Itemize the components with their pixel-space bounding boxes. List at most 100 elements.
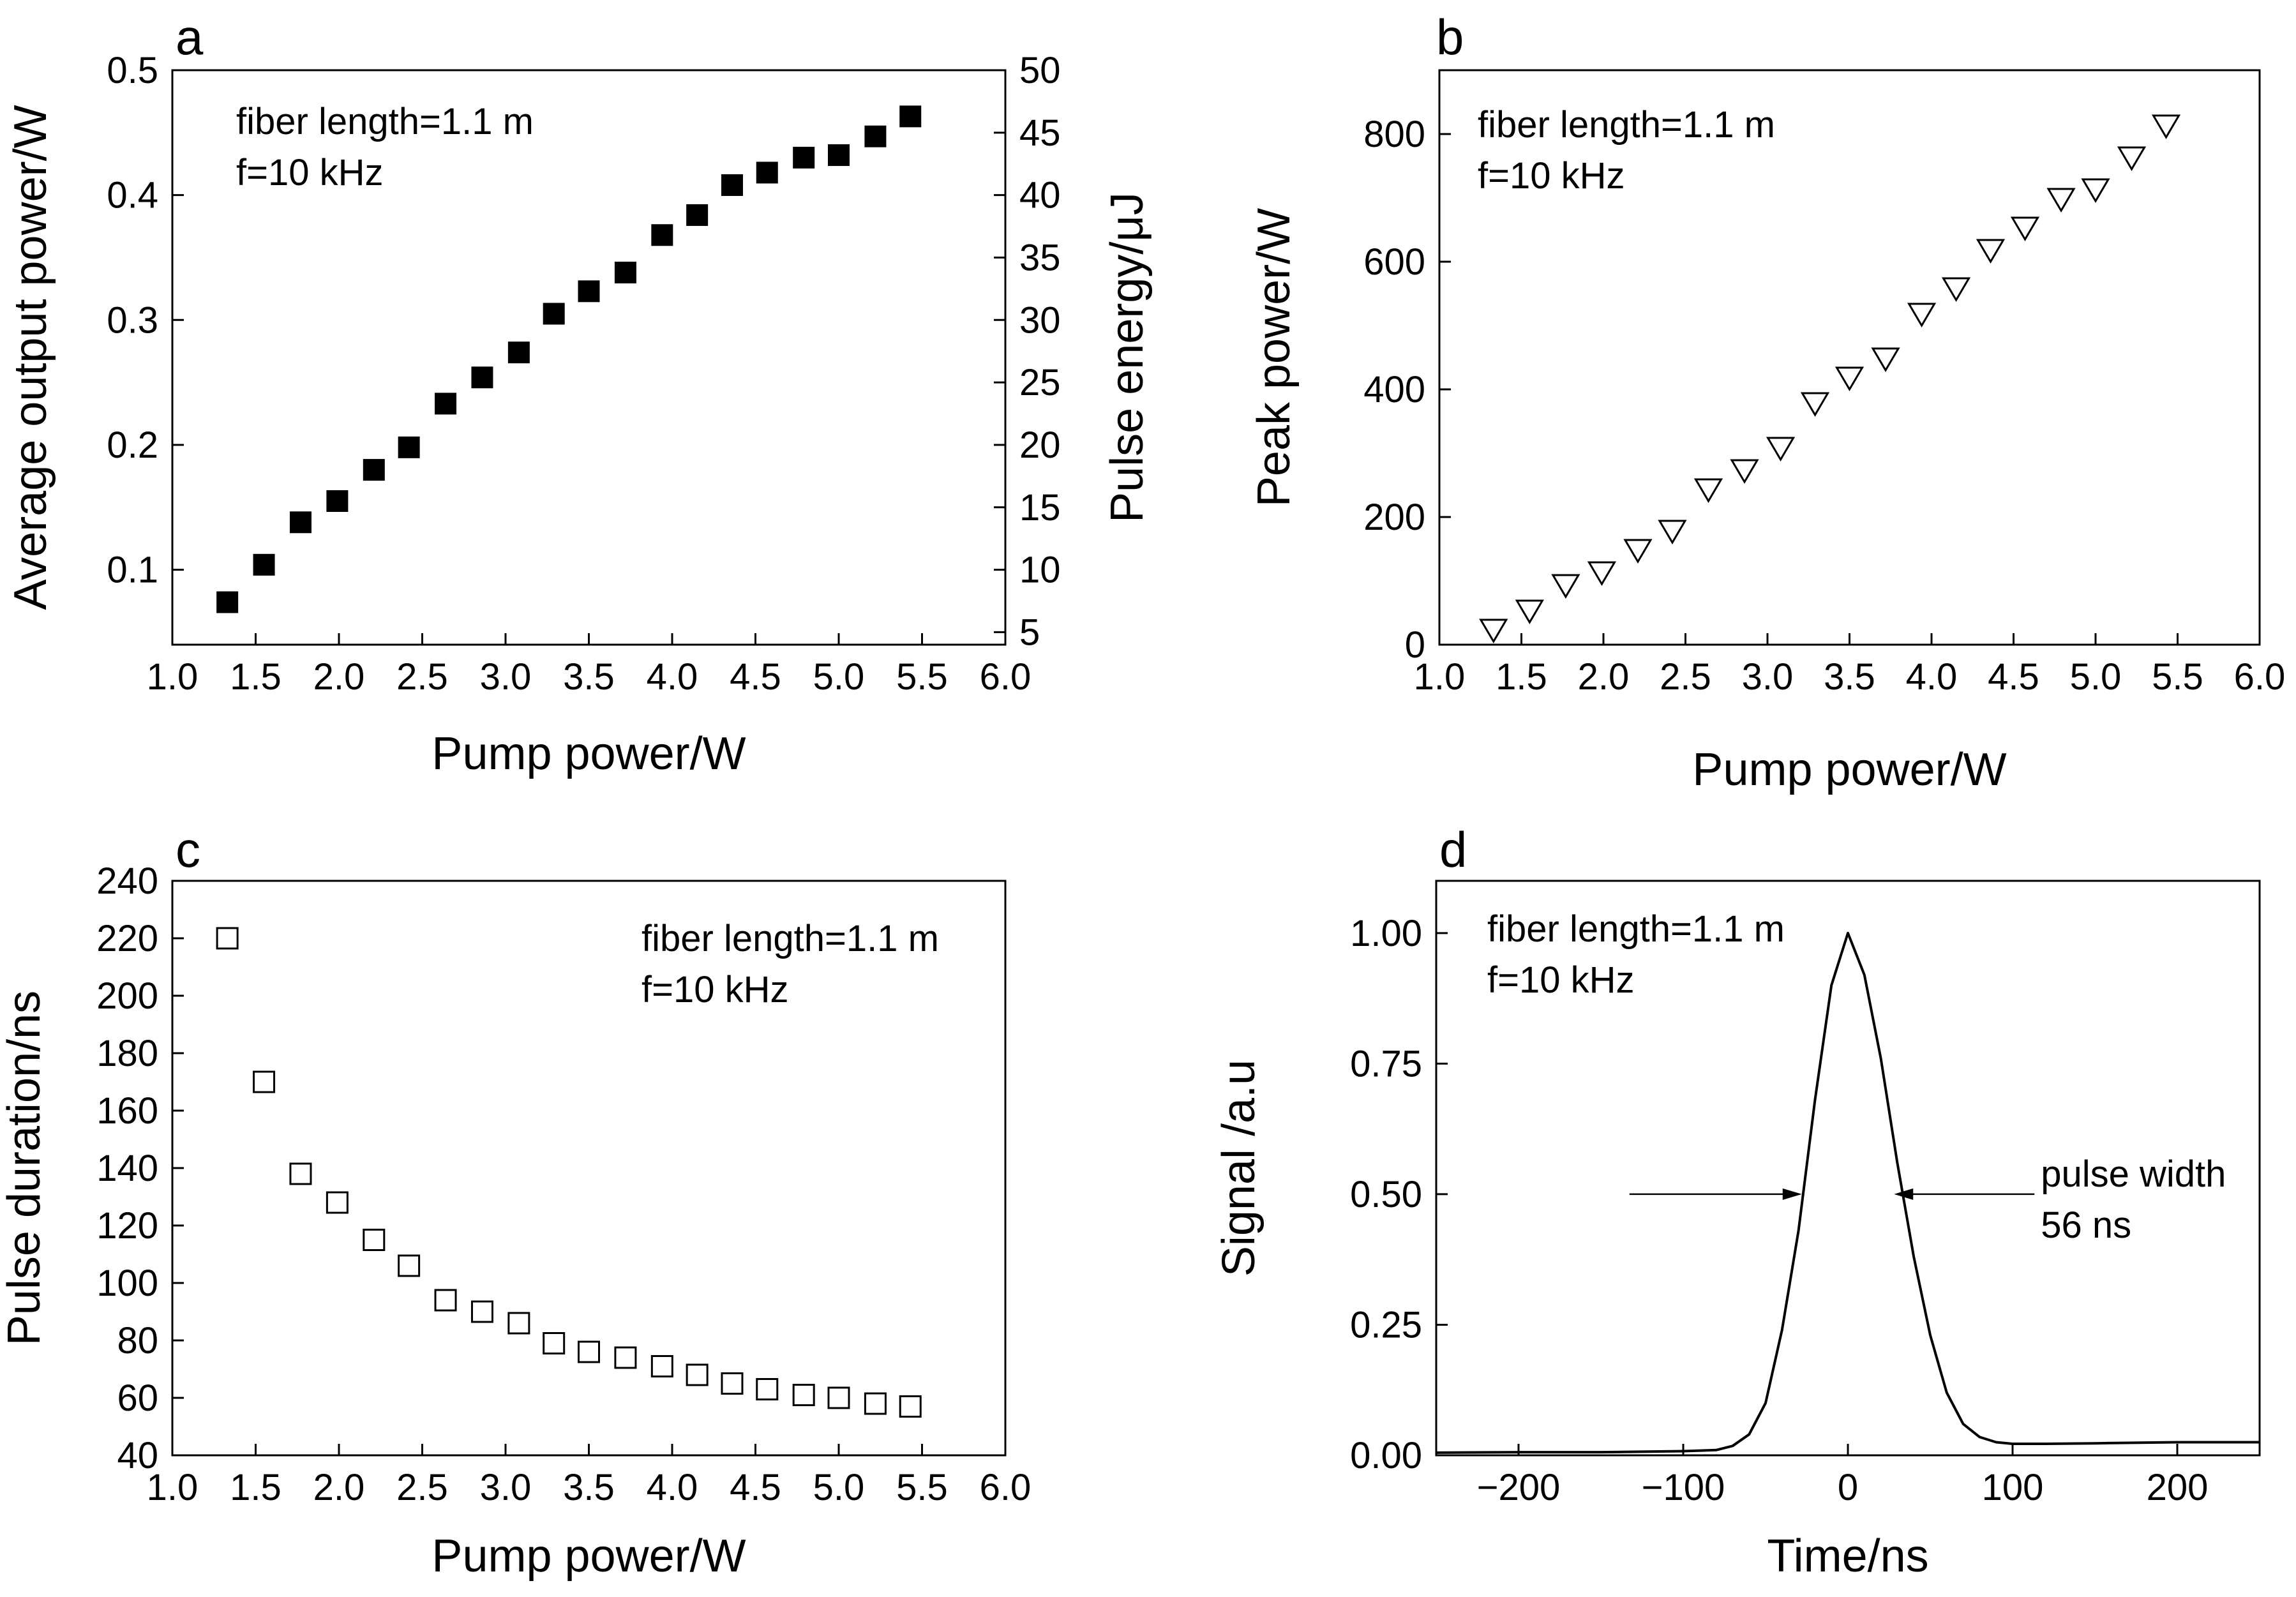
annotation-fiber-length: fiber length=1.1 m — [1487, 908, 1785, 950]
x-tick-label: 1.0 — [147, 656, 199, 698]
y-axis-label: Signal /a.u — [1213, 1060, 1264, 1277]
data-point — [1479, 619, 1508, 643]
data-point — [363, 1229, 386, 1251]
data-point — [721, 174, 743, 196]
data-point — [1693, 478, 1723, 503]
annotation-frequency: f=10 kHz — [1487, 959, 1635, 1001]
annotation-pulse-width: pulse width — [2041, 1153, 2226, 1195]
data-point — [289, 511, 311, 534]
y-tick-label: 0 — [1405, 624, 1425, 666]
x-tick-label: 4.0 — [1906, 656, 1958, 698]
y2-tick-label: 50 — [1019, 50, 1061, 91]
y-tick-label: 80 — [117, 1320, 158, 1361]
x-tick-label: 6.0 — [980, 656, 1032, 698]
y-axis-label: Pulse duration/ns — [0, 991, 50, 1346]
x-tick-label: 1.5 — [230, 656, 281, 698]
data-point — [470, 1300, 493, 1323]
data-point — [253, 553, 275, 576]
y-tick-label: 220 — [96, 918, 158, 959]
x-axis-label: Pump power/W — [1692, 744, 2006, 795]
data-point — [2117, 146, 2147, 171]
data-point — [864, 1392, 887, 1415]
x-tick-label: 4.5 — [730, 1467, 781, 1508]
panel-label: a — [176, 9, 204, 65]
data-point — [899, 1395, 922, 1418]
data-point — [398, 436, 420, 458]
y-tick-label: 100 — [96, 1263, 158, 1304]
y-tick-label: 180 — [96, 1033, 158, 1074]
x-tick-label: 5.0 — [2070, 656, 2122, 698]
data-point — [2010, 216, 2040, 241]
y-tick-label: 240 — [96, 860, 158, 902]
x-tick-label: 200 — [2147, 1467, 2209, 1508]
data-point — [1871, 347, 1900, 372]
x-tick-label: 4.0 — [647, 1467, 698, 1508]
x-tick-label: 1.5 — [1496, 656, 1547, 698]
data-point — [326, 1191, 349, 1214]
y-tick-label: 200 — [96, 975, 158, 1017]
annotation-frequency: f=10 kHz — [236, 152, 384, 193]
data-point — [756, 161, 778, 184]
data-point — [507, 341, 530, 364]
data-point — [721, 1372, 744, 1395]
y-tick-label: 40 — [117, 1435, 158, 1476]
annotation-pulse-width-value: 56 ns — [2041, 1204, 2131, 1246]
data-point — [578, 1340, 600, 1363]
plot-frame — [171, 880, 1007, 1457]
annotation-frequency: f=10 kHz — [1478, 155, 1625, 197]
x-tick-label: 3.5 — [1824, 656, 1875, 698]
y-tick-label: 60 — [117, 1377, 158, 1419]
x-tick-label: 5.5 — [896, 656, 948, 698]
x-tick-label: 5.0 — [813, 656, 865, 698]
x-tick-label: 2.5 — [1660, 656, 1711, 698]
data-point — [2151, 114, 2181, 139]
panel-c: c 1.0 1.5 2.0 2.5 3.0 3.5 4.0 4.5 5.0 5.5 6.0 40 60 80… — [0, 821, 1031, 1582]
data-point — [614, 261, 636, 283]
x-axis-label: Pump power/W — [431, 1531, 746, 1582]
y-axis-label: Average output power/W — [5, 105, 56, 610]
x-tick-label: 4.5 — [1988, 656, 2039, 698]
y2-tick-label: 35 — [1019, 237, 1061, 278]
y-tick-label: 120 — [96, 1205, 158, 1247]
data-point — [216, 591, 239, 613]
y-tick-label: 0.3 — [107, 299, 158, 341]
data-point — [1587, 561, 1617, 586]
y-tick-label: 400 — [1363, 369, 1425, 410]
x-tick-label: 3.5 — [563, 1467, 615, 1508]
x-tick-label: 5.5 — [896, 1467, 948, 1508]
y-tick-label: 200 — [1363, 497, 1425, 538]
y-tick-label: 0.5 — [107, 50, 158, 91]
data-point — [792, 1384, 815, 1406]
x-tick-label: 4.5 — [730, 656, 781, 698]
x-tick-label: 2.0 — [313, 656, 365, 698]
data-point — [1623, 539, 1653, 564]
x-tick-label: 3.0 — [480, 656, 532, 698]
data-point — [1835, 366, 1865, 391]
y-tick-label: 800 — [1363, 114, 1425, 155]
x-axis-label: Time/ns — [1767, 1531, 1928, 1582]
panel-label: b — [1436, 9, 1464, 65]
x-tick-label: 5.5 — [2152, 656, 2203, 698]
data-point — [828, 144, 850, 167]
signal-curve — [1436, 931, 2260, 1454]
y2-tick-label: 40 — [1019, 175, 1061, 216]
x-tick-label: 2.0 — [1578, 656, 1630, 698]
y-tick-label: 1.00 — [1350, 913, 1422, 954]
x-tick-label: 3.0 — [1742, 656, 1794, 698]
y-tick-label: 0.4 — [107, 175, 158, 216]
data-point — [435, 393, 457, 415]
y-tick-label: 0.25 — [1350, 1304, 1422, 1346]
y-tick-label: 0.75 — [1350, 1043, 1422, 1084]
data-point — [1800, 392, 1830, 417]
x-tick-label: 3.5 — [563, 656, 615, 698]
data-point — [253, 1070, 276, 1093]
data-point — [363, 459, 385, 481]
x-tick-label: 2.0 — [313, 1467, 365, 1508]
data-point — [289, 1162, 312, 1185]
x-tick-label: 6.0 — [980, 1467, 1032, 1508]
x-tick-label: 3.0 — [480, 1467, 532, 1508]
y-tick-label: 0.50 — [1350, 1174, 1422, 1215]
y-tick-label: 0.00 — [1350, 1435, 1422, 1476]
y2-tick-label: 20 — [1019, 424, 1061, 466]
